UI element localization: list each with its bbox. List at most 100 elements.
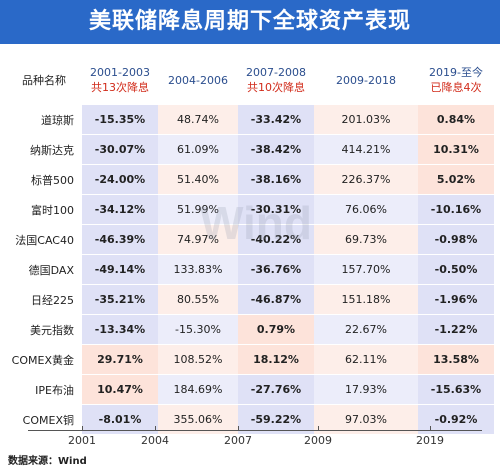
table-cell: -15.35% bbox=[82, 104, 158, 135]
table-cell: 108.52% bbox=[158, 344, 238, 375]
table-row: IPE布油 10.47% 184.69% -27.76% 17.93% -15.63% bbox=[6, 374, 494, 405]
table-row: 德国DAX -49.14% 133.83% -36.76% 157.70% -0.50% bbox=[6, 254, 494, 285]
column-period: 2009-2018 bbox=[336, 73, 396, 87]
table-cell: -30.31% bbox=[238, 194, 314, 225]
asset-name: 纳斯达克 bbox=[6, 134, 82, 165]
table-cell: -1.96% bbox=[418, 284, 494, 315]
column-header-4: 2009-2018 bbox=[314, 56, 418, 105]
table-cell: -38.42% bbox=[238, 134, 314, 165]
timeline-line bbox=[28, 430, 482, 431]
table-cell: 17.93% bbox=[314, 374, 418, 405]
table-cell: 10.31% bbox=[418, 134, 494, 165]
table-cell: 5.02% bbox=[418, 164, 494, 195]
table-cell: 184.69% bbox=[158, 374, 238, 405]
asset-name: 日经225 bbox=[6, 284, 82, 315]
table-cell: 80.55% bbox=[158, 284, 238, 315]
table-cell: -30.07% bbox=[82, 134, 158, 165]
table-cell: -46.39% bbox=[82, 224, 158, 255]
asset-performance-table: 品种名称 2001-2003 共13次降息 2004-2006 2007-2008 共1… bbox=[6, 56, 494, 434]
table-cell: -27.76% bbox=[238, 374, 314, 405]
table-cell: -40.22% bbox=[238, 224, 314, 255]
table-cell: -35.21% bbox=[82, 284, 158, 315]
asset-name: 美元指数 bbox=[6, 314, 82, 345]
table-cell: 0.79% bbox=[238, 314, 314, 345]
table-cell: 69.73% bbox=[314, 224, 418, 255]
table-cell: -33.42% bbox=[238, 104, 314, 135]
column-period: 2019-至今 bbox=[429, 66, 483, 79]
asset-name: COMEX铜 bbox=[6, 404, 82, 434]
table-row: 标普500 -24.00% 51.40% -38.16% 226.37% 5.02% bbox=[6, 164, 494, 195]
table-cell: -10.16% bbox=[418, 194, 494, 225]
table-cell: -36.76% bbox=[238, 254, 314, 285]
table-cell: -24.00% bbox=[82, 164, 158, 195]
table-cell: 76.06% bbox=[314, 194, 418, 225]
timeline-tick bbox=[155, 426, 156, 431]
table-cell: 133.83% bbox=[158, 254, 238, 285]
table-row: 道琼斯 -15.35% 48.74% -33.42% 201.03% 0.84% bbox=[6, 104, 494, 135]
table-cell: 29.71% bbox=[82, 344, 158, 375]
table-row: 纳斯达克 -30.07% 61.09% -38.42% 414.21% 10.31% bbox=[6, 134, 494, 165]
table-cell: 74.97% bbox=[158, 224, 238, 255]
table-cell: -15.30% bbox=[158, 314, 238, 345]
timeline-tick bbox=[430, 426, 431, 431]
column-note: 共13次降息 bbox=[91, 81, 149, 94]
table-cell: 201.03% bbox=[314, 104, 418, 135]
table-cell: 97.03% bbox=[314, 404, 418, 434]
asset-name: 道琼斯 bbox=[6, 104, 82, 135]
table-cell: -46.87% bbox=[238, 284, 314, 315]
column-period: 2007-2008 bbox=[246, 66, 306, 79]
table-row: 法国CAC40 -46.39% 74.97% -40.22% 69.73% -0.98% bbox=[6, 224, 494, 255]
table-cell: 226.37% bbox=[314, 164, 418, 195]
timeline-year-label: 2019 bbox=[416, 434, 444, 447]
table-cell: 51.40% bbox=[158, 164, 238, 195]
timeline-year-label: 2004 bbox=[141, 434, 169, 447]
table-cell: -34.12% bbox=[82, 194, 158, 225]
table-cell: 22.67% bbox=[314, 314, 418, 345]
asset-name: 富时100 bbox=[6, 194, 82, 225]
table-cell: 48.74% bbox=[158, 104, 238, 135]
asset-name: 标普500 bbox=[6, 164, 82, 195]
table-cell: 157.70% bbox=[314, 254, 418, 285]
timeline-year-label: 2009 bbox=[304, 434, 332, 447]
table-row: 日经225 -35.21% 80.55% -46.87% 151.18% -1.96% bbox=[6, 284, 494, 315]
page-title: 美联储降息周期下全球资产表现 bbox=[0, 0, 500, 44]
timeline-year-label: 2001 bbox=[68, 434, 96, 447]
column-note: 已降息4次 bbox=[430, 81, 482, 94]
table-cell: 61.09% bbox=[158, 134, 238, 165]
table-cell: -1.22% bbox=[418, 314, 494, 345]
column-period: 2001-2003 bbox=[90, 66, 150, 79]
asset-name: 德国DAX bbox=[6, 254, 82, 285]
table-cell: -0.50% bbox=[418, 254, 494, 285]
table-cell: 0.84% bbox=[418, 104, 494, 135]
table-cell: -15.63% bbox=[418, 374, 494, 405]
row-header-label: 品种名称 bbox=[22, 73, 66, 87]
asset-name: IPE布油 bbox=[6, 374, 82, 405]
data-source: 数据来源：Wind bbox=[8, 456, 87, 467]
table-cell: -0.98% bbox=[418, 224, 494, 255]
column-header-5: 2019-至今 已降息4次 bbox=[418, 56, 494, 105]
column-header-1: 2001-2003 共13次降息 bbox=[82, 56, 158, 105]
table-cell: 414.21% bbox=[314, 134, 418, 165]
table-cell: 151.18% bbox=[314, 284, 418, 315]
table-cell: 10.47% bbox=[82, 374, 158, 405]
table-cell: 355.06% bbox=[158, 404, 238, 434]
timeline-axis: 2001 2004 2007 2009 2019 bbox=[0, 426, 500, 450]
timeline-tick bbox=[318, 426, 319, 431]
table-cell: 13.58% bbox=[418, 344, 494, 375]
column-note: 共10次降息 bbox=[247, 81, 305, 94]
asset-name: 法国CAC40 bbox=[6, 224, 82, 255]
table-cell: 62.11% bbox=[314, 344, 418, 375]
table-cell: -13.34% bbox=[82, 314, 158, 345]
table-cell: -49.14% bbox=[82, 254, 158, 285]
timeline-tick bbox=[82, 426, 83, 431]
table-cell: -8.01% bbox=[82, 404, 158, 434]
table-cell: -38.16% bbox=[238, 164, 314, 195]
table-row: 富时100 -34.12% 51.99% -30.31% 76.06% -10.16% bbox=[6, 194, 494, 225]
timeline-year-label: 2007 bbox=[224, 434, 252, 447]
table-cell: 18.12% bbox=[238, 344, 314, 375]
table-row: 美元指数 -13.34% -15.30% 0.79% 22.67% -1.22% bbox=[6, 314, 494, 345]
table-cell: -59.22% bbox=[238, 404, 314, 434]
column-header-2: 2004-2006 bbox=[158, 56, 238, 105]
table-row: COMEX黄金 29.71% 108.52% 18.12% 62.11% 13.58% bbox=[6, 344, 494, 375]
column-period: 2004-2006 bbox=[168, 73, 228, 87]
